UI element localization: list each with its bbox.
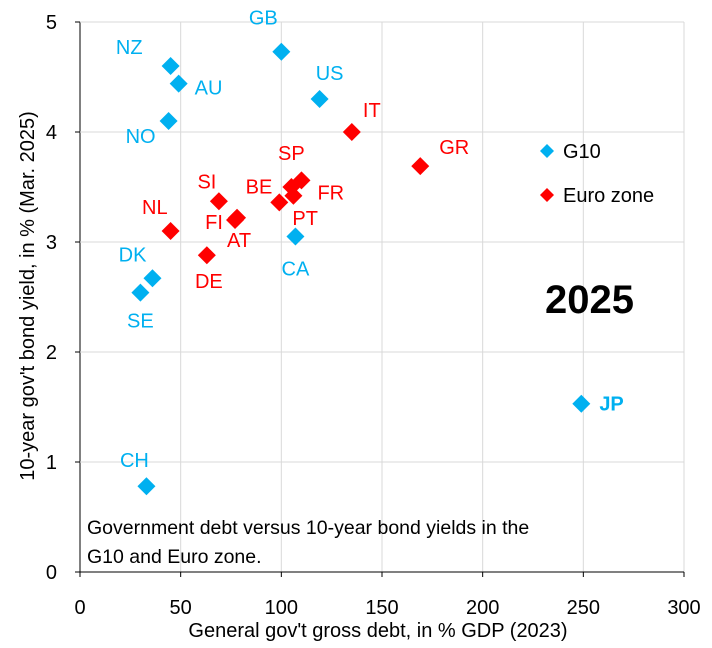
legend-g10-marker (540, 144, 554, 158)
point-label-fi: FI (205, 212, 223, 234)
point-ch (137, 477, 156, 496)
point-label-us: US (316, 63, 344, 85)
chart-note-line-1: Government debt versus 10-year bond yiel… (87, 517, 529, 539)
series-g10: NZ AU GB US NO CA DK SE JP CH (116, 8, 624, 496)
point-ca (286, 227, 305, 246)
point-fr (292, 171, 311, 190)
point-be (270, 193, 289, 212)
point-label-au: AU (195, 78, 223, 100)
point-au (169, 74, 188, 93)
point-jp (572, 394, 591, 413)
point-no (159, 112, 178, 130)
year-annotation: 2025 (545, 278, 634, 322)
x-axis-ticks: 0 50 100 150 200 250 300 (74, 597, 700, 619)
point-dk (143, 269, 162, 288)
x-tick-label: 250 (567, 597, 600, 619)
x-tick-label: 300 (667, 597, 700, 619)
point-label-ch: CH (120, 450, 149, 472)
y-tick-label: 0 (46, 562, 57, 584)
y-axis-ticks: 0 1 2 3 4 5 (46, 12, 57, 584)
point-pt (284, 186, 303, 205)
point-de (197, 246, 216, 265)
y-tick-label: 4 (46, 122, 57, 144)
y-axis-title: 10-year gov't bond yield, in % (Mar. 202… (17, 111, 39, 481)
point-label-no: NO (126, 126, 156, 148)
point-label-si: SI (197, 171, 216, 193)
point-it (342, 123, 361, 141)
point-gb (272, 42, 291, 61)
point-us (310, 90, 329, 108)
x-tick-label: 50 (170, 597, 192, 619)
point-label-de: DE (195, 271, 223, 293)
x-tick-label: 150 (365, 597, 398, 619)
y-tick-label: 5 (46, 12, 57, 34)
point-label-nl: NL (142, 197, 168, 219)
y-tick-label: 2 (46, 342, 57, 364)
point-label-at: AT (227, 230, 251, 252)
y-tick-label: 3 (46, 232, 57, 254)
point-label-nz: NZ (116, 37, 143, 59)
point-label-gr: GR (439, 137, 469, 159)
point-label-fr: FR (317, 182, 344, 204)
point-se (131, 283, 150, 302)
point-label-dk: DK (119, 244, 147, 266)
legend-euro-label: Euro zone (563, 185, 654, 207)
point-label-se: SE (127, 311, 154, 333)
point-label-be: BE (246, 176, 273, 198)
point-label-gb: GB (249, 8, 278, 30)
x-tick-label: 0 (74, 597, 85, 619)
x-tick-label: 200 (466, 597, 499, 619)
legend-euro-marker (540, 188, 554, 202)
legend: G10 Euro zone (540, 141, 654, 207)
point-label-pt: PT (292, 208, 318, 230)
point-label-ca: CA (282, 259, 310, 281)
point-si (209, 192, 228, 211)
point-nz (161, 57, 180, 75)
point-at (228, 208, 247, 227)
data-points: NZ AU GB US NO CA DK SE JP CH IT GR SP FR BE PT SI NL FIAT… (116, 8, 624, 496)
legend-g10-label: G10 (563, 141, 601, 163)
point-label-sp: SP (278, 143, 305, 165)
x-axis-title: General gov't gross debt, in % GDP (2023… (188, 620, 567, 642)
point-nl (161, 222, 180, 240)
chart-note: Government debt versus 10-year bond yiel… (87, 517, 529, 568)
chart-note-line-2: G10 and Euro zone. (87, 546, 262, 568)
point-label-jp: JP (599, 394, 623, 416)
gridlines (75, 21, 685, 577)
y-tick-label: 1 (46, 452, 57, 474)
point-gr (411, 157, 430, 176)
point-label-it: IT (363, 100, 381, 122)
x-tick-label: 100 (265, 597, 298, 619)
